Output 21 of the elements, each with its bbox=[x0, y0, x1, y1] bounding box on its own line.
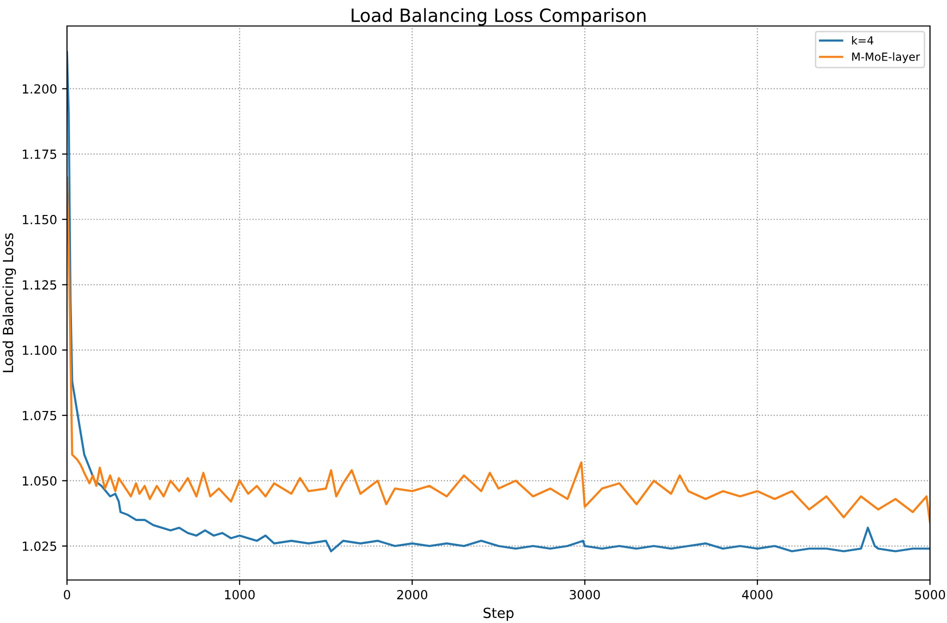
y-tick-label: 1.150 bbox=[22, 214, 56, 224]
x-tick-label: 1000 bbox=[225, 590, 255, 600]
y-tick-label: 1.200 bbox=[22, 84, 56, 94]
chart-title: Load Balancing Loss Comparison bbox=[352, 8, 646, 26]
x-tick-label: 5000 bbox=[915, 590, 946, 600]
x-tick-label: 3000 bbox=[570, 590, 600, 600]
line-series bbox=[67, 51, 930, 552]
x-tick-label: 2000 bbox=[397, 590, 428, 600]
line-series bbox=[67, 176, 930, 524]
y-tick-label: 1.050 bbox=[22, 476, 56, 486]
x-axis-title: Step bbox=[484, 608, 514, 621]
y-tick-label: 1.025 bbox=[22, 542, 56, 551]
y-axis-title: Load Balancing Loss bbox=[2, 233, 16, 372]
x-tick-label: 4000 bbox=[742, 590, 772, 600]
y-tick-label: 1.175 bbox=[22, 150, 56, 159]
y-tick-label: 1.100 bbox=[22, 346, 56, 355]
y-tick-label: 1.125 bbox=[22, 280, 56, 290]
legend-label: k=4 bbox=[852, 36, 874, 44]
x-tick-label: 0 bbox=[64, 590, 70, 600]
y-tick-label: 1.075 bbox=[22, 410, 56, 420]
legend-label: M-MoE-layer bbox=[852, 52, 920, 64]
